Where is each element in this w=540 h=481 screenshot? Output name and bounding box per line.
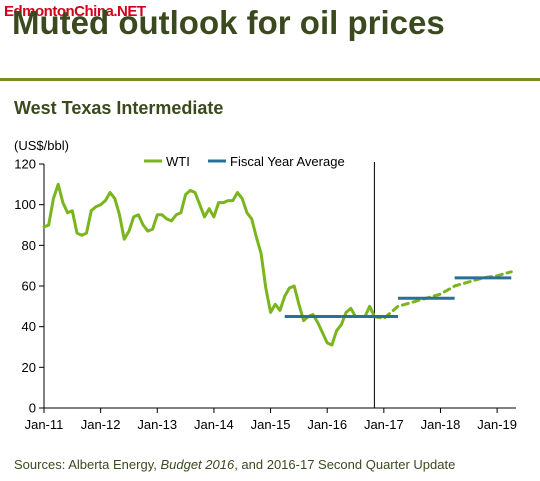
page-title: Muted outlook for oil prices [12, 4, 445, 41]
source-note: Sources: Alberta Energy, Budget 2016, an… [14, 457, 455, 472]
y-axis-unit-label: (US$/bbl) [14, 138, 69, 153]
source-suffix: , and 2016-17 Second Quarter Update [234, 457, 456, 472]
chart-title: West Texas Intermediate [14, 98, 224, 118]
title-divider [0, 78, 540, 81]
chart-marks [42, 162, 513, 408]
y-tick-label: 20 [22, 360, 36, 375]
y-tick-label: 40 [22, 319, 36, 334]
source-prefix: Sources: Alberta Energy, [14, 457, 161, 472]
x-tick-label: Jan-12 [81, 417, 121, 432]
x-tick-label: Jan-11 [25, 417, 64, 432]
y-tick-label: 60 [22, 279, 36, 294]
x-tick-label: Jan-18 [421, 417, 461, 432]
x-axis-ticks: Jan-11 Jan-12 Jan-13 Jan-14 Jan-15 Jan-16 Jan-… [25, 408, 517, 432]
x-tick-label: Jan-17 [364, 417, 404, 432]
watermark: EdmontonChina.NET [4, 3, 146, 20]
source-italic: Budget 2016 [160, 457, 235, 472]
chart-legend: WTI Fiscal Year Average [144, 154, 345, 169]
y-axis-ticks: 0 20 40 60 80 100 120 [14, 157, 44, 416]
x-tick-label: Jan-14 [194, 417, 234, 432]
x-tick-label: Jan-15 [251, 417, 291, 432]
x-tick-label: Jan-16 [307, 417, 347, 432]
legend-fiscal-label: Fiscal Year Average [230, 154, 345, 169]
legend-wti-label: WTI [166, 154, 190, 169]
y-tick-label: 100 [14, 197, 36, 212]
y-tick-label: 0 [29, 401, 36, 416]
x-tick-label: Jan-13 [137, 417, 177, 432]
y-tick-label: 120 [14, 157, 36, 172]
y-tick-label: 80 [22, 238, 36, 253]
wti-actual-line [42, 182, 376, 347]
x-tick-label: Jan-19 [477, 417, 517, 432]
